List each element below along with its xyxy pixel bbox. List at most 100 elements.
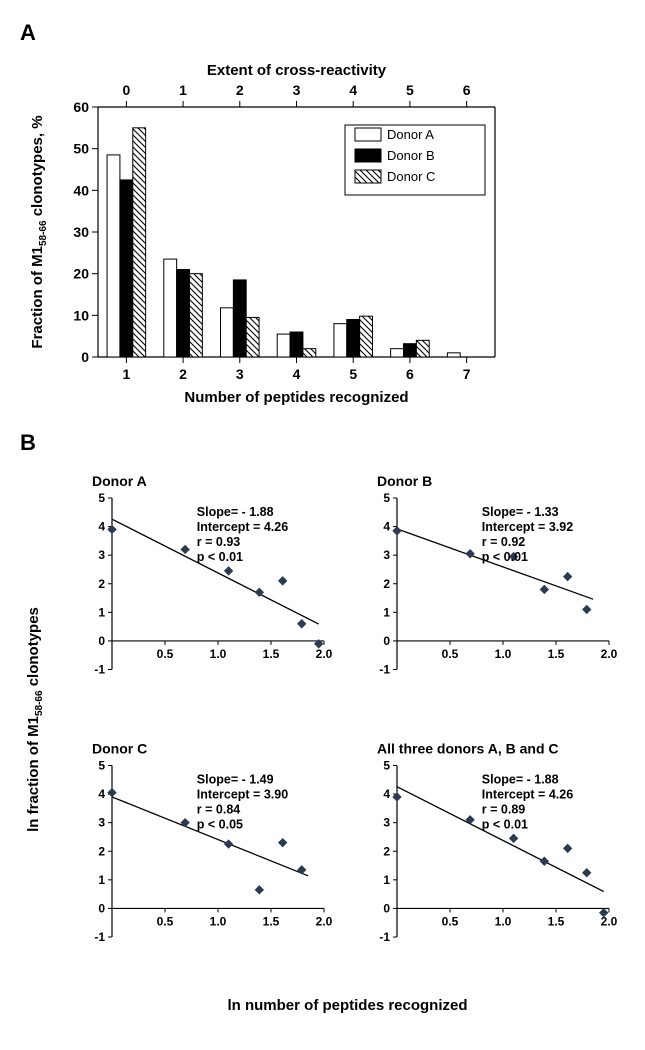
data-point — [583, 869, 591, 877]
stat-line: p < 0.05 — [197, 818, 243, 832]
svg-text:3: 3 — [98, 548, 105, 562]
data-point — [279, 839, 287, 847]
svg-text:1: 1 — [98, 873, 105, 887]
svg-text:0: 0 — [98, 634, 105, 648]
svg-text:3: 3 — [236, 366, 244, 382]
svg-text:1: 1 — [98, 605, 105, 619]
svg-text:0.5: 0.5 — [157, 914, 174, 928]
svg-text:1.5: 1.5 — [263, 914, 280, 928]
svg-text:2.0: 2.0 — [601, 647, 618, 661]
subplot-title: Donor B — [377, 473, 432, 489]
bar — [233, 280, 246, 357]
bar — [360, 316, 373, 357]
svg-text:-1: -1 — [94, 930, 105, 944]
svg-text:-1: -1 — [379, 663, 390, 677]
svg-text:0: 0 — [383, 634, 390, 648]
legend-label: Donor A — [387, 127, 434, 142]
svg-text:2: 2 — [236, 82, 244, 98]
svg-text:1.5: 1.5 — [263, 647, 280, 661]
data-point — [393, 527, 401, 535]
svg-text:1.0: 1.0 — [210, 914, 227, 928]
stat-line: Slope= - 1.49 — [197, 773, 274, 787]
bar — [189, 274, 202, 357]
bar — [404, 344, 417, 357]
bar — [290, 332, 303, 357]
svg-text:30: 30 — [73, 224, 89, 240]
svg-text:2.0: 2.0 — [316, 914, 333, 928]
svg-text:2: 2 — [179, 366, 187, 382]
svg-text:40: 40 — [73, 182, 89, 198]
bar — [347, 320, 360, 358]
svg-text:-1: -1 — [379, 930, 390, 944]
stat-line: Slope= - 1.88 — [482, 773, 559, 787]
data-point — [540, 857, 548, 865]
bar — [334, 324, 347, 357]
top-x-axis-title: Extent of cross-reactivity — [207, 62, 387, 79]
y-axis-title: Fraction of M158-66 clonotypes, % — [29, 115, 49, 348]
svg-text:2: 2 — [98, 844, 105, 858]
svg-text:6: 6 — [463, 82, 471, 98]
svg-text:4: 4 — [98, 787, 105, 801]
stat-line: Slope= - 1.88 — [197, 505, 274, 519]
svg-text:0.5: 0.5 — [157, 647, 174, 661]
bar — [107, 155, 120, 357]
svg-text:6: 6 — [406, 366, 414, 382]
svg-text:3: 3 — [98, 816, 105, 830]
svg-text:-1: -1 — [94, 663, 105, 677]
bar — [447, 353, 460, 357]
svg-text:4: 4 — [383, 787, 390, 801]
data-point — [225, 567, 233, 575]
bar — [303, 349, 316, 357]
svg-text:0.5: 0.5 — [442, 647, 459, 661]
data-point — [225, 840, 233, 848]
stat-line: r = 0.92 — [482, 535, 525, 549]
stat-line: p < 0.01 — [482, 550, 528, 564]
shared-x-axis-title: ln number of peptides recognized — [227, 997, 467, 1014]
stat-line: p < 0.01 — [197, 550, 243, 564]
svg-text:5: 5 — [383, 759, 390, 773]
svg-text:1.0: 1.0 — [495, 914, 512, 928]
svg-text:1.0: 1.0 — [495, 647, 512, 661]
subplot-title: All three donors A, B and C — [377, 741, 559, 757]
stat-line: Intercept = 3.92 — [482, 520, 573, 534]
svg-text:1.0: 1.0 — [210, 647, 227, 661]
panel-a-label: A — [20, 20, 625, 46]
svg-text:20: 20 — [73, 266, 89, 282]
stat-line: Intercept = 4.26 — [482, 788, 573, 802]
svg-text:5: 5 — [98, 491, 105, 505]
svg-text:5: 5 — [383, 491, 390, 505]
stat-line: Intercept = 3.90 — [197, 788, 288, 802]
svg-text:4: 4 — [98, 520, 105, 534]
legend-label: Donor C — [387, 169, 435, 184]
svg-text:3: 3 — [383, 548, 390, 562]
svg-text:0.5: 0.5 — [442, 914, 459, 928]
svg-text:2: 2 — [383, 577, 390, 591]
data-point — [564, 844, 572, 852]
bar-chart: 010203040506012345670123456Donor ADonor … — [20, 52, 520, 412]
svg-text:60: 60 — [73, 99, 89, 115]
svg-text:0: 0 — [383, 901, 390, 915]
svg-text:4: 4 — [349, 82, 357, 98]
subplot-title: Donor A — [92, 473, 147, 489]
svg-text:3: 3 — [293, 82, 301, 98]
shared-y-axis-title: ln fraction of M158-66 clonotypes — [25, 607, 45, 832]
stat-line: r = 0.89 — [482, 803, 525, 817]
data-point — [510, 834, 518, 842]
bar — [221, 308, 234, 357]
svg-text:1: 1 — [383, 605, 390, 619]
scatter-grid: -1 0 1 2 3 4 5 0.5 1.0 1.5 2.0 Donor A Slope= - 1.88… — [20, 462, 625, 1022]
svg-text:50: 50 — [73, 141, 89, 157]
data-point — [583, 605, 591, 613]
svg-text:5: 5 — [349, 366, 357, 382]
legend-label: Donor B — [387, 148, 435, 163]
data-point — [540, 585, 548, 593]
bar — [120, 180, 133, 357]
svg-text:10: 10 — [73, 307, 89, 323]
svg-text:1.5: 1.5 — [548, 914, 565, 928]
stat-line: r = 0.93 — [197, 535, 240, 549]
bar — [133, 128, 146, 357]
data-point — [181, 545, 189, 553]
data-point — [298, 620, 306, 628]
stat-line: Intercept = 4.26 — [197, 520, 288, 534]
panel-a-chart-wrap: 010203040506012345670123456Donor ADonor … — [20, 52, 625, 412]
